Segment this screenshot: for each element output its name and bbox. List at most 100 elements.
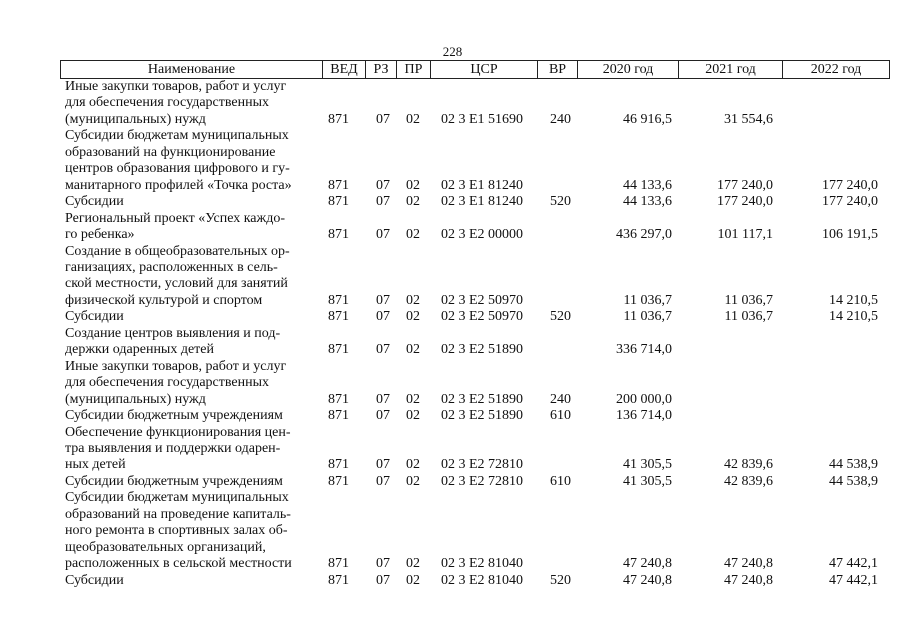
cell-y2020: 11 036,7 (623, 309, 672, 325)
cell-pr: 02 (406, 473, 420, 489)
header-cell: 2021 год (679, 61, 783, 78)
cell-y2020: 41 305,5 (623, 457, 672, 473)
cell-ved: 871 (328, 342, 349, 358)
cell-pr: 02 (406, 408, 420, 424)
cell-y2022: 177 240,0 (822, 194, 878, 210)
header-cell: ПР (397, 61, 431, 78)
cell-y2021: 42 839,6 (724, 473, 773, 489)
table-row: Обеспечение функционирования цен- тра вы… (0, 425, 905, 474)
cell-ved: 871 (328, 309, 349, 325)
cell-rz: 07 (376, 292, 390, 308)
cell-y2020: 47 240,8 (623, 572, 672, 588)
header-cell: 2022 год (810, 62, 862, 77)
cell-y2021: 177 240,0 (717, 194, 773, 210)
cell-y2022: 47 442,1 (829, 572, 878, 588)
header-cell: Наименование (61, 61, 323, 78)
cell-pr: 02 (406, 309, 420, 325)
cell-ved: 871 (328, 111, 349, 127)
cell-csr: 02 3 E1 51690 (441, 111, 524, 127)
cell-y2020: 44 133,6 (623, 194, 672, 210)
cell-csr: 02 3 E1 81240 (441, 177, 524, 193)
cell-ved: 871 (328, 556, 349, 572)
cell-ved: 871 (328, 194, 349, 210)
cell-rz: 07 (376, 473, 390, 489)
header-cell: РЗ (366, 61, 397, 78)
table-row: Создание центров выявления и под- держки… (0, 326, 905, 359)
cell-vr: 520 (550, 309, 571, 325)
table-row: Субсидии бюджетам муниципальных образова… (0, 128, 905, 194)
table-row: Субсидии бюджетным учреждениям 871 07 02 02 … (0, 408, 905, 424)
cell-rz: 07 (376, 309, 390, 325)
cell-y2022: 44 538,9 (829, 473, 878, 489)
row-name: Иные закупки товаров, работ и услуг для … (65, 79, 287, 127)
row-name: Субсидии бюджетам муниципальных образова… (65, 128, 292, 193)
table-row: Субсидии бюджетам муниципальных образова… (0, 490, 905, 572)
cell-y2022: 14 210,5 (829, 292, 878, 308)
cell-y2020: 200 000,0 (616, 391, 672, 407)
row-name: Создание центров выявления и под- держки… (65, 325, 281, 358)
cell-csr: 02 3 E1 81240 (441, 194, 524, 210)
cell-y2020: 136 714,0 (616, 408, 672, 424)
cell-rz: 07 (376, 408, 390, 424)
cell-y2021: 47 240,8 (724, 556, 773, 572)
header-cell: ЦСР (431, 61, 538, 78)
cell-pr: 02 (406, 194, 420, 210)
cell-rz: 07 (376, 572, 390, 588)
budget-table: Иные закупки товаров, работ и услуг для … (0, 79, 905, 589)
cell-y2020: 336 714,0 (616, 342, 672, 358)
page-number: 228 (442, 44, 463, 59)
cell-ved: 871 (328, 227, 349, 243)
cell-vr: 240 (550, 111, 571, 127)
cell-y2020: 41 305,5 (623, 473, 672, 489)
cell-csr: 02 3 E2 51890 (441, 391, 524, 407)
cell-csr: 02 3 E2 72810 (441, 457, 524, 473)
cell-vr: 610 (550, 408, 571, 424)
cell-csr: 02 3 E2 81040 (441, 556, 524, 572)
cell-csr: 02 3 E2 00000 (441, 227, 524, 243)
table-row: Иные закупки товаров, работ и услуг для … (0, 359, 905, 408)
cell-y2021: 11 036,7 (724, 292, 773, 308)
cell-y2020: 44 133,6 (623, 177, 672, 193)
cell-vr: 610 (550, 473, 571, 489)
row-name: Региональный проект «Успех каждо- го реб… (65, 210, 285, 243)
cell-csr: 02 3 E2 81040 (441, 572, 524, 588)
cell-y2021: 101 117,1 (717, 227, 773, 243)
cell-y2022: 177 240,0 (822, 177, 878, 193)
cell-y2021: 11 036,7 (724, 309, 773, 325)
cell-ved: 871 (328, 572, 349, 588)
cell-y2020: 46 916,5 (623, 111, 672, 127)
row-name: Создание в общеобразовательных ор- ганиз… (65, 243, 290, 308)
row-name: Субсидии бюджетам муниципальных образова… (65, 490, 292, 572)
cell-rz: 07 (376, 177, 390, 193)
table-row: Субсидии 871 07 02 02 3 E2 81040 520 47 240,8 4… (0, 573, 905, 589)
cell-rz: 07 (376, 111, 390, 127)
cell-y2020: 11 036,7 (623, 292, 672, 308)
cell-pr: 02 (406, 391, 420, 407)
header-cell: ВЕД (323, 61, 366, 78)
cell-y2021: 31 554,6 (724, 111, 773, 127)
cell-csr: 02 3 E2 50970 (441, 292, 524, 308)
cell-rz: 07 (376, 556, 390, 572)
table-row: Субсидии 871 07 02 02 3 E2 50970 520 11 036,7 1… (0, 309, 905, 325)
cell-ved: 871 (328, 292, 349, 308)
cell-y2020: 436 297,0 (616, 227, 672, 243)
table-row: Иные закупки товаров, работ и услуг для … (0, 79, 905, 128)
cell-y2021: 47 240,8 (724, 572, 773, 588)
cell-ved: 871 (328, 457, 349, 473)
cell-ved: 871 (328, 408, 349, 424)
cell-csr: 02 3 E2 51890 (441, 408, 524, 424)
cell-pr: 02 (406, 457, 420, 473)
row-name: Иные закупки товаров, работ и услуг для … (65, 358, 287, 407)
cell-vr: 520 (550, 572, 571, 588)
cell-ved: 871 (328, 473, 349, 489)
cell-csr: 02 3 E2 51890 (441, 342, 524, 358)
cell-pr: 02 (406, 572, 420, 588)
row-name: Субсидии (65, 309, 124, 325)
row-name: Субсидии (65, 194, 124, 210)
cell-rz: 07 (376, 391, 390, 407)
cell-y2022: 44 538,9 (829, 457, 878, 473)
cell-csr: 02 3 E2 50970 (441, 309, 524, 325)
cell-y2022: 47 442,1 (829, 556, 878, 572)
cell-y2021: 42 839,6 (724, 457, 773, 473)
